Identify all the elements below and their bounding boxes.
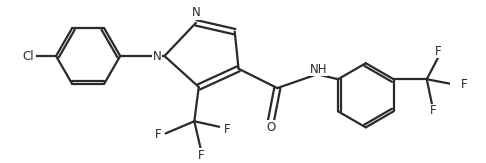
Text: F: F — [461, 78, 468, 91]
Text: F: F — [434, 44, 441, 58]
Text: F: F — [224, 123, 230, 135]
Text: N: N — [153, 50, 162, 62]
Text: F: F — [198, 148, 204, 162]
Text: O: O — [266, 121, 275, 134]
Text: N: N — [191, 7, 200, 20]
Text: Cl: Cl — [22, 50, 34, 62]
Text: NH: NH — [310, 63, 327, 76]
Text: F: F — [155, 128, 162, 141]
Text: F: F — [430, 104, 437, 117]
